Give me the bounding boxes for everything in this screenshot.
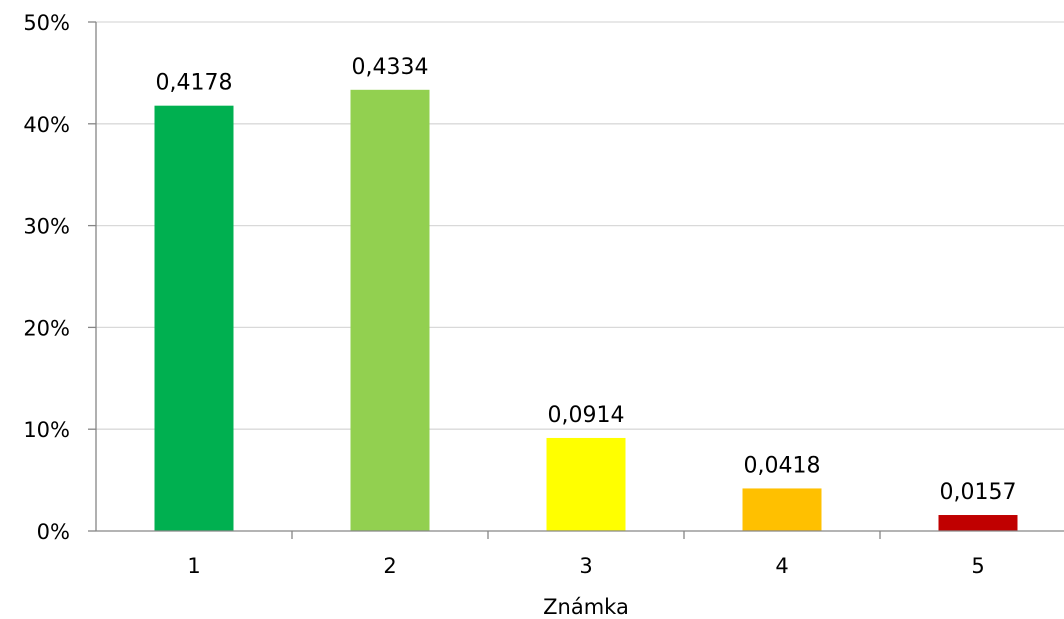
bar-2 <box>350 89 430 531</box>
bar-4 <box>742 488 822 531</box>
y-tick-label: 10% <box>23 418 70 442</box>
axes: 0% 10% 20% 30% 40% 50% 1 2 3 4 5 <box>23 11 1064 578</box>
x-tick-label: 2 <box>383 554 396 578</box>
bar-1 <box>154 105 234 532</box>
y-tick-label: 30% <box>23 215 70 239</box>
gridlines <box>96 21 1064 430</box>
data-label: 0,0418 <box>744 453 821 478</box>
data-label: 0,4178 <box>156 71 233 96</box>
y-tick-label: 0% <box>37 520 70 544</box>
data-label: 0,0914 <box>548 403 625 428</box>
x-axis-title: Známka <box>543 595 629 619</box>
bars <box>154 89 1018 532</box>
bar-5 <box>938 515 1018 531</box>
data-labels: 0,4178 0,4334 0,0914 0,0418 0,0157 <box>156 55 1017 505</box>
x-tick-label: 5 <box>971 554 984 578</box>
data-label: 0,0157 <box>940 480 1017 505</box>
x-tick-label: 4 <box>775 554 788 578</box>
y-tick-label: 40% <box>23 113 70 137</box>
data-label: 0,4334 <box>352 55 429 80</box>
x-tick-label: 1 <box>187 554 200 578</box>
y-tick-label: 50% <box>23 11 70 35</box>
y-tick-label: 20% <box>23 316 70 340</box>
x-tick-label: 3 <box>579 554 592 578</box>
bar-3 <box>546 437 626 531</box>
